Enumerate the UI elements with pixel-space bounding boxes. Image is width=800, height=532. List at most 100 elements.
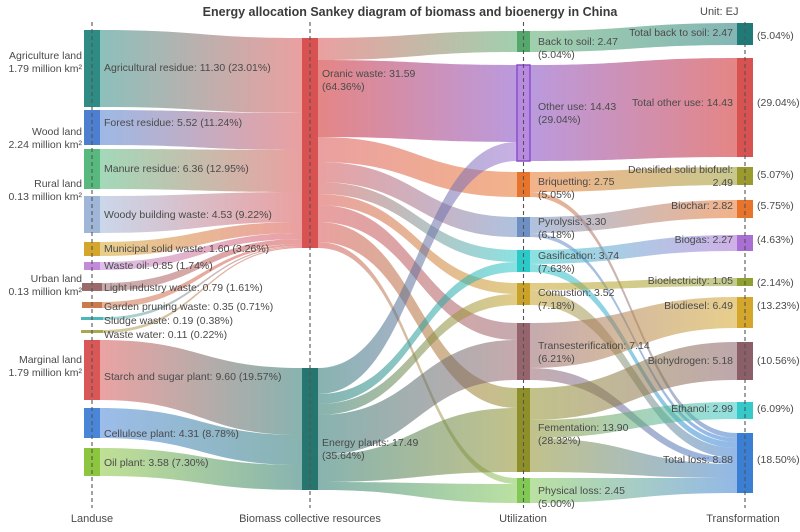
pct-bioelectricity: (2.14%) (757, 277, 794, 289)
flow-sludge_waste-to-organic_waste (103, 246, 302, 320)
flow-organic_waste-to-fementation (318, 222, 517, 408)
flow-other_use-to-total_other_use (530, 58, 737, 161)
axis-label-rural-land: Rural land 0.13 million km² (8, 178, 82, 203)
flow-energy_plants-to-transesterification (318, 340, 517, 455)
label-organic-waste: Oranic waste: 31.59 (64.36%) (322, 68, 416, 93)
label-sludge-waste: Sludge waste: 0.19 (0.38%) (104, 315, 233, 327)
axis-title-utilization: Utilization (499, 513, 547, 525)
flow-organic_waste-to-gasification (318, 182, 517, 262)
flow-fementation-to-ethanol (530, 402, 737, 438)
node-biochar[interactable] (737, 200, 753, 218)
flow-waste_oil-to-organic_waste (100, 233, 302, 270)
pct-biodiesel: (13.23%) (757, 300, 800, 312)
flow-energy_plants-to-physical_loss (318, 482, 517, 503)
flow-organic_waste-to-physical_loss (318, 242, 517, 484)
flow-waste_water-to-organic_waste (103, 247, 302, 333)
label-briquetting: Briquetting: 2.75 (5.05%) (538, 176, 615, 201)
label-pyrolysis: Pyrolysis: 3.30 (6.18%) (538, 216, 607, 241)
node-biogas[interactable] (737, 235, 753, 251)
label-waste-water: Waste water: 0.11 (0.22%) (104, 329, 228, 341)
flow-cellulose_plant-to-energy_plants (100, 408, 302, 465)
flow-organic_waste-to-comustion (318, 194, 517, 294)
node-total_back_to_soil[interactable] (737, 23, 753, 45)
flow-oil_plant-to-energy_plants (100, 448, 302, 490)
node-waste_oil[interactable] (84, 262, 100, 270)
label-physical-loss: Physical loss: 2.45 (5.00%) (538, 485, 625, 510)
label-back-to-soil: Back to soil: 2.47 (5.04%) (538, 36, 618, 61)
node-physical_loss[interactable] (517, 478, 530, 503)
pct-densified-solid-biofuel: (5.07%) (757, 169, 794, 181)
label-municipal-solid-waste: Municipal solid waste: 1.60 (3.26%) (104, 243, 270, 255)
label-starch-sugar-plant: Starch and sugar plant: 9.60 (19.57%) (104, 371, 282, 383)
axis-title-transformation: Transformation (706, 513, 780, 525)
node-oil_plant[interactable] (84, 448, 100, 476)
label-bioelectricity: Bioelectricity: 1.05 (647, 275, 733, 287)
axis-label-wood-land: Wood land 2.24 million km² (8, 126, 82, 151)
flow-gasification-to-biogas (530, 235, 737, 264)
label-cellulose-plant: Cellulose plant: 4.31 (8.78%) (104, 428, 239, 440)
node-comustion[interactable] (517, 283, 530, 305)
unit-label: Unit: EJ (700, 6, 739, 18)
flow-physical_loss-to-total_loss (530, 478, 737, 503)
pct-total-back-to-soil: (5.04%) (757, 30, 794, 42)
flow-agricultural_residue-to-organic_waste (100, 30, 302, 113)
node-light_industry_waste[interactable] (82, 283, 102, 291)
chart-title: Energy allocation Sankey diagram of biom… (202, 5, 618, 19)
pct-biohydrogen: (10.56%) (757, 355, 800, 367)
label-agricultural-residue: Agricultural residue: 11.30 (23.01%) (104, 62, 271, 74)
flow-municipal_solid_waste-to-organic_waste (100, 222, 302, 256)
label-forest-residue: Forest residue: 5.52 (11.24%) (104, 117, 243, 129)
label-biochar: Biochar: 2.82 (671, 200, 733, 212)
flow-fementation-to-total_loss (530, 438, 737, 478)
flow-organic_waste-to-pyrolysis (318, 162, 517, 237)
flow-energy_plants-to-gasification (318, 262, 517, 404)
flow-manure_residue-to-organic_waste (100, 149, 302, 192)
axis-title-landuse: Landuse (70, 513, 114, 525)
label-total-loss: Total loss: 8.88 (662, 454, 733, 466)
flow-woody_building_waste-to-organic_waste (100, 192, 302, 233)
label-waste-oil: Waste oil: 0.85 (1.74%) (104, 260, 213, 272)
label-densified-solid-biofuel: Densified solid biofuel: 2.49 (627, 164, 733, 189)
pct-total-loss: (18.50%) (757, 454, 800, 466)
label-total-other-use: Total other use: 14.43 (632, 97, 733, 109)
flow-forest_residue-to-organic_waste (100, 110, 302, 150)
flow-energy_plants-to-comustion (318, 294, 517, 415)
label-biogas: Biogas: 2.27 (674, 234, 733, 246)
flow-comustion-to-bioelectricity (530, 278, 737, 290)
pct-biogas: (4.63%) (757, 234, 794, 246)
pct-total-other-use: (29.04%) (757, 97, 800, 109)
flow-fementation-to-biohydrogen (530, 342, 737, 420)
label-other-use: Other use: 14.43 (29.04%) (538, 101, 617, 126)
node-starch_sugar_plant[interactable] (84, 340, 100, 400)
label-manure-residue: Manure residue: 6.36 (12.95%) (104, 163, 249, 175)
pct-biochar: (5.75%) (757, 200, 794, 212)
pct-ethanol: (6.09%) (757, 403, 794, 415)
flow-energy_plants-to-fementation (318, 408, 517, 482)
label-garden-pruning-waste: Garden pruning waste: 0.35 (0.71%) (104, 301, 274, 313)
label-oil-plant: Oil plant: 3.58 (7.30%) (104, 457, 209, 469)
label-gasification: Gasification: 3.74 (7.63%) (538, 250, 620, 275)
flow-back_to_soil-to-total_back_to_soil (530, 23, 737, 52)
label-light-industry-waste: Light industry waste: 0.79 (1.61%) (104, 282, 263, 294)
node-agricultural_residue[interactable] (84, 30, 100, 107)
axis-label-marginal-land: Marginal land 1.79 million km² (8, 354, 82, 379)
flow-briquetting-to-densified_solid_biofuel (530, 167, 737, 192)
flow-organic_waste-to-back_to_soil (318, 31, 517, 60)
flow-pyrolysis-to-biochar (530, 200, 737, 233)
flow-light_industry_waste-to-organic_waste (102, 239, 302, 291)
flow-garden_pruning_waste-to-organic_waste (102, 244, 302, 308)
label-total-back-to-soil: Total back to soil: 2.47 (629, 27, 733, 39)
node-back_to_soil[interactable] (517, 31, 530, 52)
flow-energy_plants-to-other_use (318, 142, 517, 394)
axis-label-agriculture-land: Agriculture land 1.79 million km² (8, 50, 82, 75)
flow-transesterification-to-biodiesel (530, 297, 737, 368)
flow-gasification-to-total_loss (530, 264, 737, 448)
axis-label-urban-land: Urban land 0.13 million km² (8, 273, 82, 298)
label-biodiesel: Biodiesel: 6.49 (664, 300, 733, 312)
flow-starch_sugar_plant-to-energy_plants (100, 340, 302, 435)
label-ethanol: Ethanol: 2.99 (671, 403, 733, 415)
label-energy-plants: Energy plants: 17.49 (35.64%) (322, 437, 419, 462)
axis-title-biomass-resources: Biomass collective resources (239, 513, 381, 525)
